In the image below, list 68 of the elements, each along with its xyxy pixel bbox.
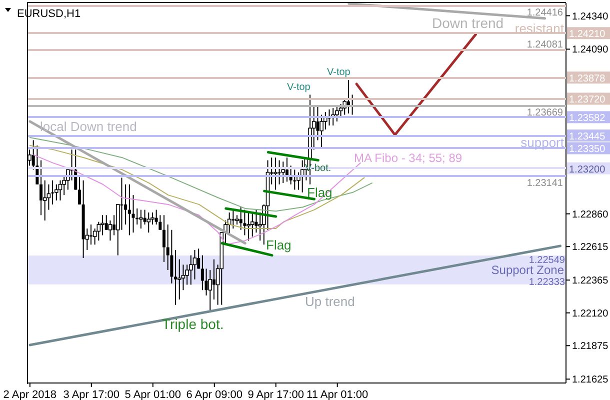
candlestick [246, 212, 250, 242]
annotation: Flag [266, 237, 292, 252]
candlestick [51, 180, 54, 205]
candlestick [132, 194, 135, 234]
candlestick [278, 160, 281, 185]
x-tick-label: 9 Apr 17:00 [248, 389, 304, 400]
x-tick-label: 6 Apr 09:00 [186, 389, 243, 400]
x-tick-label: 3 Apr 17:00 [63, 389, 120, 400]
candlestick [78, 174, 81, 205]
ref-line-label: 1.24081 [526, 39, 564, 50]
candlestick [335, 106, 339, 122]
ref-line-label: 1.23720 [569, 94, 606, 106]
annotation: MA Fibo - 34; 55; 89 [354, 151, 462, 165]
ref-line-label: 1.23669 [526, 108, 564, 119]
candlestick [285, 157, 288, 182]
candlestick [174, 249, 178, 306]
ref-line-label: 1.23582 [569, 113, 606, 124]
ref-line-label: 1.23878 [569, 74, 606, 85]
candlestick [146, 212, 151, 234]
annotation: Flag [307, 185, 332, 200]
candlestick [128, 184, 131, 236]
candlestick [212, 258, 216, 300]
y-tick-label: 1.21875 [572, 341, 609, 352]
y-tick-label: 1.22860 [572, 209, 609, 220]
candlestick [40, 160, 43, 216]
y-tick-label: 1.24090 [572, 44, 609, 56]
candlestick [124, 184, 128, 226]
annotation: Down trend [432, 15, 504, 31]
candlestick [232, 209, 235, 230]
ref-line-label: 1.24210 [569, 29, 606, 40]
y-tick-label: 1.22120 [572, 308, 609, 320]
candlestick [197, 248, 200, 270]
candlestick [293, 169, 296, 190]
annotation: 1.22333 [528, 277, 566, 288]
candlestick [274, 157, 278, 190]
candlestick [235, 214, 239, 226]
candlestick [54, 184, 58, 201]
ref-line-label: 1.23445 [569, 132, 606, 143]
annotation: V-top [327, 67, 351, 78]
y-tick-label: 1.22615 [572, 242, 609, 254]
candlestick [58, 180, 62, 201]
candlestick [120, 177, 124, 230]
annotation: support [520, 135, 564, 150]
candlestick [281, 161, 286, 184]
candlestick [204, 268, 208, 296]
x-tick-label: 2 Apr 2018 [3, 389, 57, 400]
ref-line-label: 1.23200 [569, 164, 606, 176]
ref-line-label: 1.24416 [526, 8, 564, 19]
candlestick [338, 104, 343, 118]
candlestick [139, 209, 143, 230]
y-tick-label: 1.22365 [572, 276, 609, 287]
ref-line-label: 1.23350 [569, 144, 606, 156]
x-tick-label: 5 Apr 01:00 [124, 389, 182, 400]
x-tick-label: 11 Apr 01:00 [306, 389, 368, 400]
annotation: Triple bot. [162, 316, 224, 332]
y-tick-label: 1.24340 [572, 11, 609, 22]
candlestick [200, 254, 204, 291]
candlestick [250, 212, 254, 238]
candlestick [254, 209, 258, 234]
annotation: V-bot. [305, 163, 332, 174]
annotation: local Down trend [40, 119, 137, 134]
annotation: Up trend [305, 294, 355, 309]
ref-line-label: 1.23141 [526, 178, 564, 190]
line-series [29, 137, 372, 212]
candlestick [89, 224, 92, 246]
candlestick [162, 214, 166, 262]
annotation: V-top [287, 82, 311, 93]
y-tick-label: 1.21625 [572, 374, 609, 386]
